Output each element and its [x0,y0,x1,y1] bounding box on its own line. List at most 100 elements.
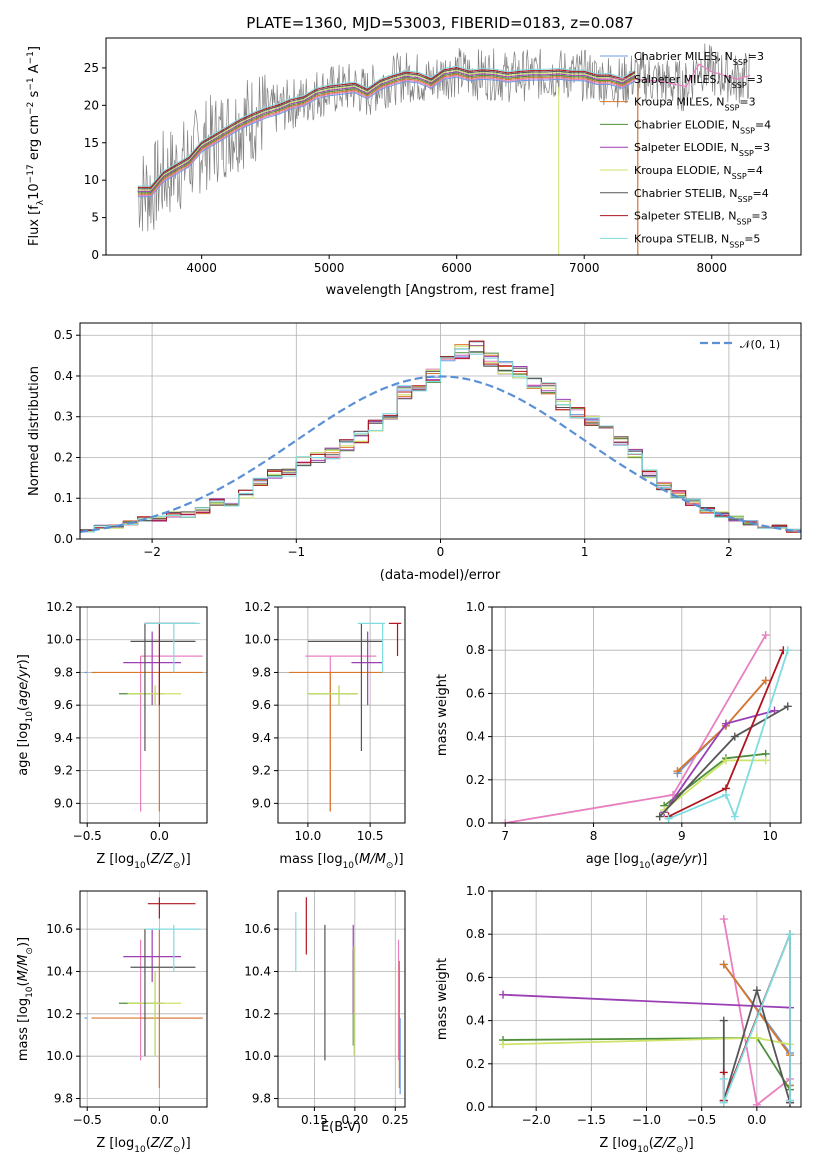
x-tick-label: 0 [437,545,445,559]
legend-entry: Salpeter ELODIE, NSSP=3 [634,141,770,158]
y-tick-label: 9.6 [252,698,271,712]
x-tick-label: −2 [143,545,161,559]
y-tick-label: 5 [91,211,99,225]
x-tick-label: 10.5 [357,829,384,843]
y-tick-label: 10.0 [46,633,73,647]
y-tick-label: 10.0 [46,1049,73,1063]
weight-marker [783,702,792,711]
y-tick-label: 0.0 [466,816,485,830]
model-spectrum-line [137,71,636,192]
legend-entry: 𝒩(0, 1) [740,338,780,351]
x-axis-label: age [log10(age/yr)] [586,852,708,871]
y-tick-label: 9.0 [54,796,73,810]
age-vs-mass-panel: 10.0 10.5 9.0 9.2 9.4 9.6 9.8 10.0 10.2 mass [log… [244,600,406,871]
y-tick-label: 0.2 [466,773,485,787]
weight-vs-Z-panel: −2.0 −1.5 −1.0 −0.5 0.0 0.0 0.2 0.4 0.6 0.8 1.0 Z [… [435,884,802,1155]
y-tick-label: 10.0 [244,1049,271,1063]
y-tick-label: 0.2 [54,450,73,464]
x-tick-label: 0.20 [341,1113,368,1127]
x-axis-label: Z [log10(Z/Z⊙)] [599,1136,693,1155]
weight-marker [761,676,770,685]
weight-marker [730,732,739,741]
x-axis-label: wavelength [Angstrom, rest frame] [326,283,555,298]
axes-frame [277,606,406,824]
plot-area [84,897,203,1088]
mass-vs-Z-panel: −0.5 0.0 9.8 10.0 10.2 10.4 10.6 Z [log10(Z/Z⊙)… [16,890,208,1155]
axes-frame [105,37,802,256]
legend-entry: Salpeter STELIB, NSSP=3 [634,210,768,227]
y-tick-label: 1.0 [466,600,485,614]
spectrum-legend: Chabrier MILES, NSSP=3 Salpeter MILES, NS… [600,50,771,249]
model-spectrum-line [137,72,636,194]
y-tick-label: 0.0 [466,1100,485,1114]
y-tick-label: 0.4 [54,369,73,383]
y-tick-label: 9.8 [252,1092,271,1106]
model-spectrum-line [137,73,636,195]
plot-area [80,340,801,533]
plot-area [499,915,794,1107]
y-tick-label: 9.2 [54,764,73,778]
x-tick-label: 7 [501,829,509,843]
x-tick-label: 0.0 [150,1113,169,1127]
mass-vs-EBV-panel: 0.15 0.20 0.25 9.8 10.0 10.2 10.4 10.6 E(B-V) [244,890,409,1135]
weight-line [668,649,789,820]
weight-marker [752,1033,761,1042]
model-spectrum-red [635,63,751,88]
y-tick-label: 9.8 [54,1092,73,1106]
plot-area [84,622,203,812]
y-tick-label: 10.6 [244,922,271,936]
normal-curve [80,375,801,533]
y-tick-label: 0.8 [466,927,485,941]
legend-entry: Chabrier STELIB, NSSP=4 [634,187,769,204]
weight-marker [719,1098,728,1107]
x-tick-label: 5000 [314,261,345,275]
weight-marker [655,812,664,821]
x-tick-label: −1 [287,545,305,559]
y-tick-label: 0.0 [54,532,73,546]
y-tick-label: 10.2 [244,1007,271,1021]
x-tick-label: 1 [581,545,589,559]
x-axis-label: Z [log10(Z/Z⊙)] [96,1136,190,1155]
weight-line [722,933,791,1104]
axes-frame [277,890,406,1108]
weight-marker [721,719,730,728]
x-tick-label: 6000 [441,261,472,275]
weight-marker [721,756,730,765]
weight-line [722,987,791,1103]
model-spectrum-line [137,67,636,188]
weight-marker [719,1016,728,1025]
weight-marker [761,756,770,765]
y-tick-label: 0.4 [466,730,485,744]
x-tick-label: 10 [762,829,777,843]
model-spectrum-line [137,69,636,191]
legend-entry: Kroupa MILES, NSSP=3 [634,96,756,113]
weight-marker [783,646,792,655]
weight-marker [721,790,730,799]
y-tick-label: 10.2 [46,1007,73,1021]
y-tick-label: 25 [84,61,99,75]
weight-marker [719,960,728,969]
y-tick-label: 0.6 [466,686,485,700]
y-tick-label: 9.8 [54,665,73,679]
weight-marker [664,814,673,823]
x-tick-label: 0.25 [382,1113,409,1127]
y-tick-label: 0.3 [54,410,73,424]
model-spectrum-line [137,76,636,198]
weight-marker [719,1074,728,1083]
x-axis-label: (data-model)/error [380,568,501,583]
legend-entry: Chabrier ELODIE, NSSP=4 [634,118,771,135]
x-tick-label: 8 [590,829,598,843]
legend-entry: Salpeter MILES, NSSP=3 [634,73,763,90]
y-tick-label: 0 [91,248,99,262]
weight-marker [761,631,770,640]
x-tick-label: 4000 [186,261,217,275]
figure-title: PLATE=1360, MJD=53003, FIBERID=0183, z=0… [246,14,633,32]
axes-frame [491,606,802,824]
y-tick-label: 10.4 [46,964,73,978]
x-tick-label: 0.15 [301,1113,328,1127]
y-tick-label: 10.0 [244,633,271,647]
weight-marker [501,819,510,823]
x-tick-label: −0.5 [73,829,102,843]
x-tick-label: −1.0 [632,1113,661,1127]
y-tick-label: 0.5 [54,328,73,342]
